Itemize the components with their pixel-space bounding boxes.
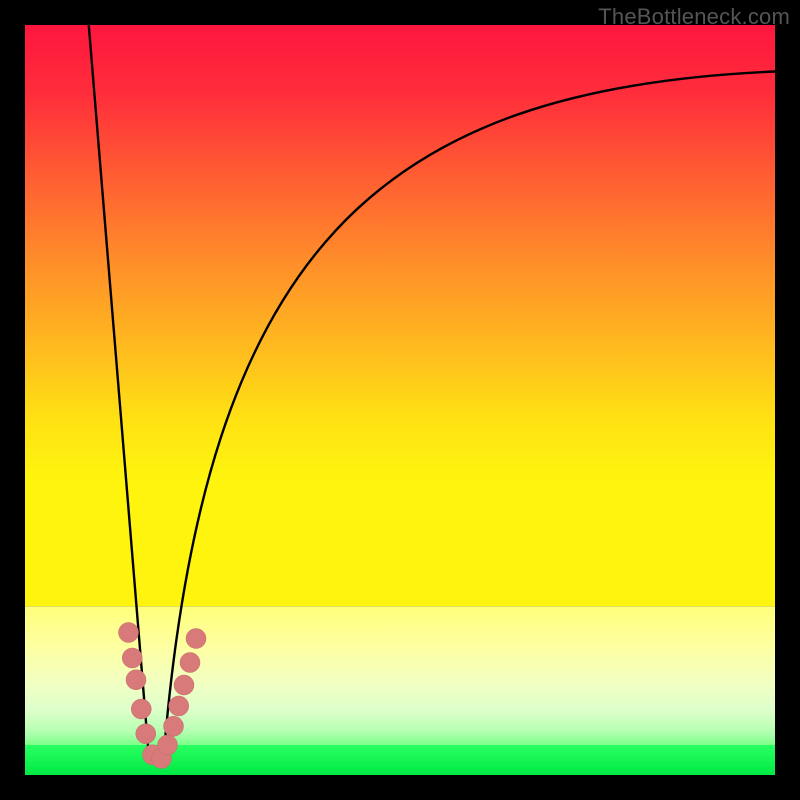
data-dot <box>131 699 151 719</box>
data-dot <box>126 670 146 690</box>
data-dot <box>164 716 184 736</box>
green-band <box>25 745 775 775</box>
data-dot <box>158 735 178 755</box>
data-dot <box>169 696 189 716</box>
data-dot <box>122 648 142 668</box>
data-dot <box>180 653 200 673</box>
data-dot <box>186 629 206 649</box>
data-dot <box>119 623 139 643</box>
data-dot <box>174 675 194 695</box>
chart-stage: TheBottleneck.com <box>0 0 800 800</box>
watermark-text: TheBottleneck.com <box>598 4 790 30</box>
bottleneck-chart <box>0 0 800 800</box>
data-dot <box>136 724 156 744</box>
gradient-area <box>25 25 775 606</box>
